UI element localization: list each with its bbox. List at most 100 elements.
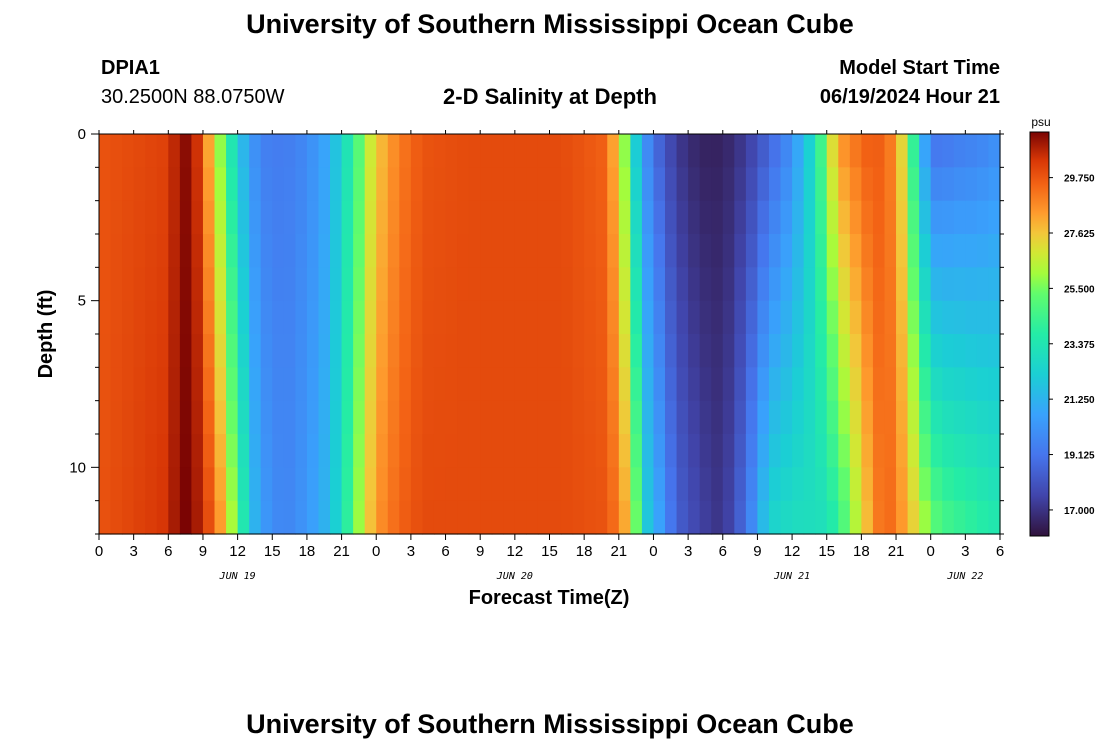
model-start-label: Model Start Time <box>839 57 1000 79</box>
heatmap-cell <box>872 500 886 535</box>
x-tick-label: 6 <box>441 543 449 560</box>
heatmap-cell <box>953 400 966 435</box>
heatmap-cell <box>572 234 585 268</box>
heatmap-cell <box>988 267 1001 302</box>
x-tick-label: 3 <box>684 543 692 560</box>
heatmap-cell <box>826 167 839 202</box>
heatmap-cell <box>457 300 470 335</box>
heatmap-cell <box>214 334 227 368</box>
heatmap-cell <box>318 300 331 335</box>
heatmap-cell <box>641 467 655 502</box>
heatmap-cell <box>457 500 470 535</box>
heatmap-cell <box>341 300 354 335</box>
heatmap-cell <box>976 334 990 368</box>
heatmap-cell <box>387 200 400 235</box>
heatmap-cell <box>896 200 909 235</box>
heatmap-cell <box>965 434 978 468</box>
heatmap-cell <box>249 434 262 468</box>
heatmap-cell <box>260 134 273 168</box>
heatmap-cell <box>561 500 574 535</box>
heatmap-cell <box>861 334 874 368</box>
heatmap-cell <box>422 467 435 502</box>
heatmap-cell <box>110 234 123 268</box>
heatmap-cell <box>930 334 943 368</box>
heatmap-cell <box>364 200 377 235</box>
heatmap-cell <box>445 300 458 335</box>
heatmap-cell <box>907 334 920 368</box>
heatmap-cell <box>861 167 874 202</box>
heatmap-cell <box>122 200 135 235</box>
heatmap-cell <box>768 400 782 435</box>
heatmap-cell <box>930 267 943 302</box>
heatmap-cell <box>445 167 458 202</box>
heatmap-cell <box>514 434 527 468</box>
heatmap-cell <box>318 167 331 202</box>
x-tick-label: 12 <box>229 543 246 560</box>
x-tick-label: 9 <box>753 543 761 560</box>
heatmap-cell <box>191 200 204 235</box>
heatmap-cell <box>930 367 943 402</box>
x-tick-label: 6 <box>719 543 727 560</box>
heatmap-cell <box>283 367 296 402</box>
colorbar-tick-label: 19.125 <box>1064 451 1095 462</box>
heatmap-cell <box>826 267 839 302</box>
heatmap-cell <box>826 134 839 168</box>
heatmap-cell <box>364 467 377 502</box>
heatmap-cell <box>872 234 886 268</box>
heatmap-cell <box>803 400 816 435</box>
heatmap-cell <box>757 200 770 235</box>
heatmap-cell <box>838 334 851 368</box>
heatmap-cell <box>306 434 320 468</box>
heatmap-cell <box>722 467 735 502</box>
heatmap-cell <box>930 167 943 202</box>
heatmap-cell <box>399 300 412 335</box>
heatmap-cell <box>953 434 966 468</box>
heatmap-cell <box>122 467 135 502</box>
heatmap-cell <box>641 434 655 468</box>
heatmap-cell <box>884 434 897 468</box>
heatmap-cell <box>226 167 239 202</box>
heatmap-cell <box>99 134 112 168</box>
heatmap-cell <box>202 434 216 468</box>
heatmap-cell <box>341 167 354 202</box>
heatmap-cell <box>422 434 435 468</box>
heatmap-cell <box>676 500 689 535</box>
heatmap-cell <box>988 300 1001 335</box>
heatmap-cell <box>491 200 504 235</box>
heatmap-cell <box>422 134 435 168</box>
heatmap-cell <box>468 167 481 202</box>
heatmap-cell <box>156 467 169 502</box>
heatmap-cell <box>468 500 481 535</box>
heatmap-cell <box>122 334 135 368</box>
heatmap-cell <box>179 400 193 435</box>
heatmap-cell <box>953 300 966 335</box>
heatmap-cell <box>145 300 158 335</box>
x-tick-label: 3 <box>129 543 137 560</box>
heatmap-cell <box>953 367 966 402</box>
heatmap-cell <box>226 234 239 268</box>
heatmap-cell <box>838 367 851 402</box>
heatmap-cell <box>514 400 527 435</box>
heatmap-cell <box>353 400 366 435</box>
heatmap-cell <box>699 467 712 502</box>
heatmap-cell <box>965 400 978 435</box>
heatmap-cell <box>387 500 400 535</box>
heatmap-cell <box>711 367 724 402</box>
heatmap-cell <box>815 334 828 368</box>
heatmap-cell <box>826 334 839 368</box>
heatmap-cell <box>572 334 585 368</box>
heatmap-cell <box>653 200 666 235</box>
heatmap-cell <box>665 434 678 468</box>
heatmap-cell <box>122 500 135 535</box>
heatmap-cell <box>884 267 897 302</box>
heatmap-cell <box>399 500 412 535</box>
heatmap-cell <box>237 334 250 368</box>
heatmap-cell <box>318 234 331 268</box>
heatmap-cell <box>561 167 574 202</box>
heatmap-cell <box>168 300 181 335</box>
heatmap-cell <box>491 500 504 535</box>
heatmap-cell <box>930 200 943 235</box>
heatmap-cell <box>168 400 181 435</box>
heatmap-cell <box>122 134 135 168</box>
heatmap-cell <box>792 400 805 435</box>
